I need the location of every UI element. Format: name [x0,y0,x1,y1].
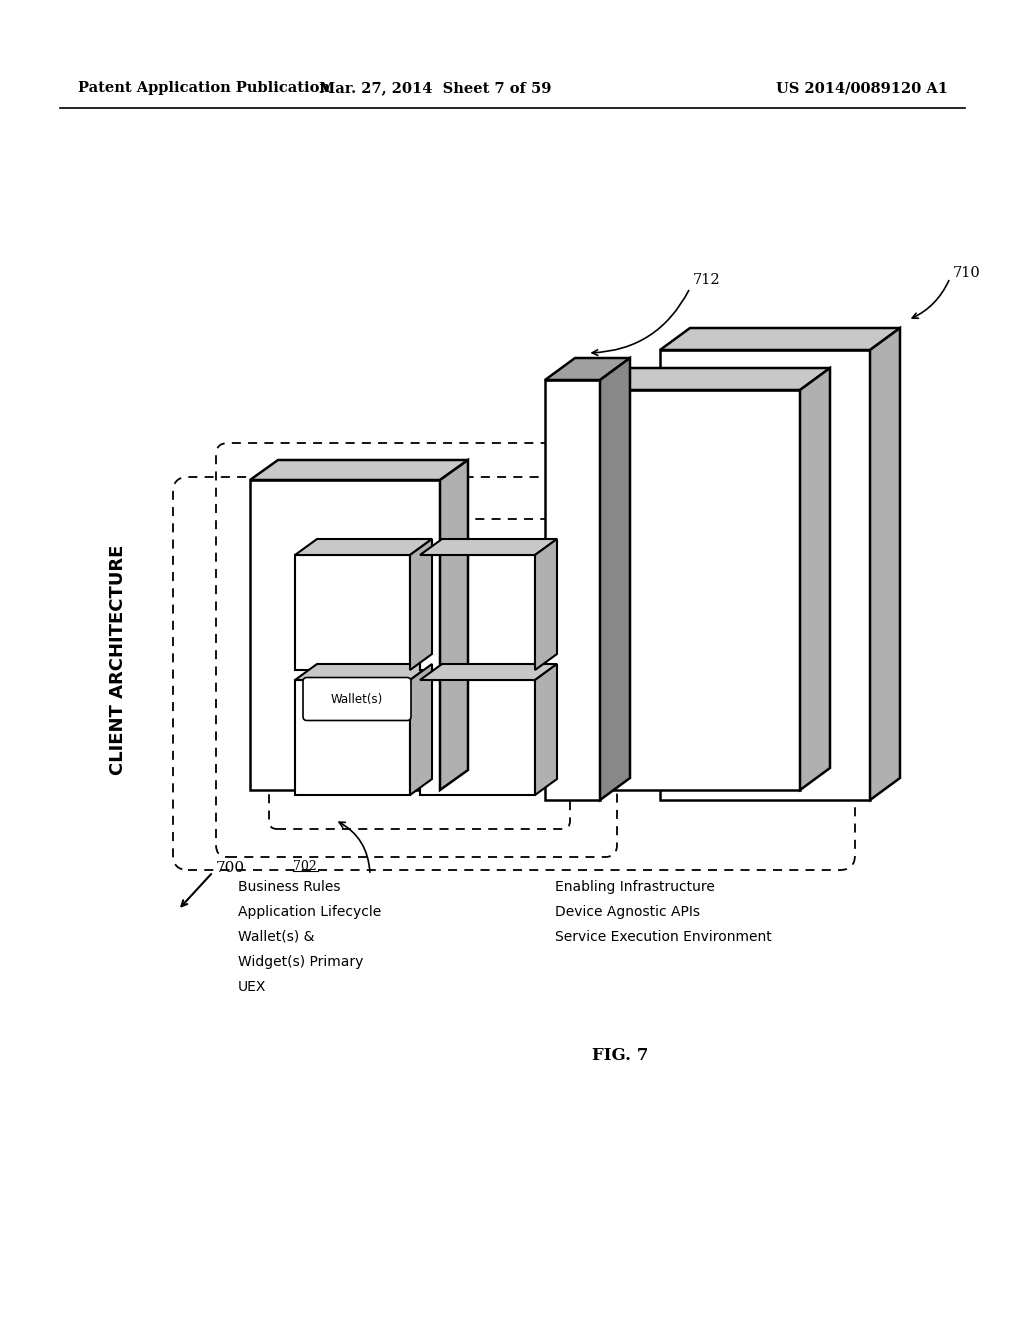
Polygon shape [535,539,557,671]
Polygon shape [295,539,432,554]
Text: CLIENT ARCHITECTURE: CLIENT ARCHITECTURE [109,545,127,775]
Polygon shape [410,664,432,795]
Text: Container: Container [307,565,382,581]
Text: Service Execution Environment: Service Execution Environment [555,931,772,944]
Text: Client Runtime: Client Runtime [692,516,708,624]
Text: 714: 714 [327,616,364,635]
Text: Patent Application Publication: Patent Application Publication [78,81,330,95]
Text: Device Agnostic APIs: Device Agnostic APIs [555,906,700,919]
Text: Client Independent API Layer: Client Independent API Layer [566,499,579,681]
Polygon shape [660,350,870,800]
Polygon shape [440,459,468,789]
Text: (Client Specific): (Client Specific) [693,570,707,680]
Text: UEX: UEX [238,979,266,994]
Polygon shape [660,327,900,350]
Text: Business Specific: Business Specific [292,570,412,583]
Polygon shape [295,554,410,671]
Polygon shape [545,380,600,800]
Text: Application Lifecycle: Application Lifecycle [238,906,381,919]
FancyBboxPatch shape [303,677,411,721]
Polygon shape [420,664,557,680]
Text: Collection of: Collection of [292,545,379,558]
Polygon shape [600,368,830,389]
Text: Widget: Widget [450,717,506,731]
Text: Widget: Widget [450,591,506,606]
Polygon shape [600,389,800,789]
Text: Wallet(s): Wallet(s) [331,693,383,705]
Polygon shape [295,664,432,680]
Text: Wallet(s) &: Wallet(s) & [238,931,314,944]
Polygon shape [250,459,468,480]
Text: Mar. 27, 2014  Sheet 7 of 59: Mar. 27, 2014 Sheet 7 of 59 [318,81,551,95]
Polygon shape [545,358,630,380]
Text: Business Rules: Business Rules [238,880,341,894]
Text: 700: 700 [216,861,245,875]
Text: 702: 702 [293,861,316,874]
Polygon shape [410,539,432,671]
Text: 712: 712 [693,273,721,286]
Text: 704a: 704a [338,748,368,762]
Text: Services: Services [292,595,350,609]
Text: FIG. 7: FIG. 7 [592,1047,648,1064]
Text: Client O/S Environment: Client O/S Environment [758,486,772,664]
Text: US 2014/0089120 A1: US 2014/0089120 A1 [776,81,948,95]
Text: Widget: Widget [325,591,380,606]
Text: 704c: 704c [463,748,492,762]
Text: 704b: 704b [338,623,368,636]
Polygon shape [250,480,440,789]
Polygon shape [870,327,900,800]
Polygon shape [535,664,557,795]
Polygon shape [420,539,557,554]
Polygon shape [800,368,830,789]
Text: Widget(s) Primary: Widget(s) Primary [238,954,364,969]
Polygon shape [295,680,410,795]
Text: Widget: Widget [325,717,380,731]
Polygon shape [600,358,630,800]
Text: 704n: 704n [463,623,493,636]
Text: Enabling Infrastructure: Enabling Infrastructure [555,880,715,894]
Text: 710: 710 [953,267,981,280]
Text: 708: 708 [708,438,732,451]
Polygon shape [420,680,535,795]
Polygon shape [420,554,535,671]
